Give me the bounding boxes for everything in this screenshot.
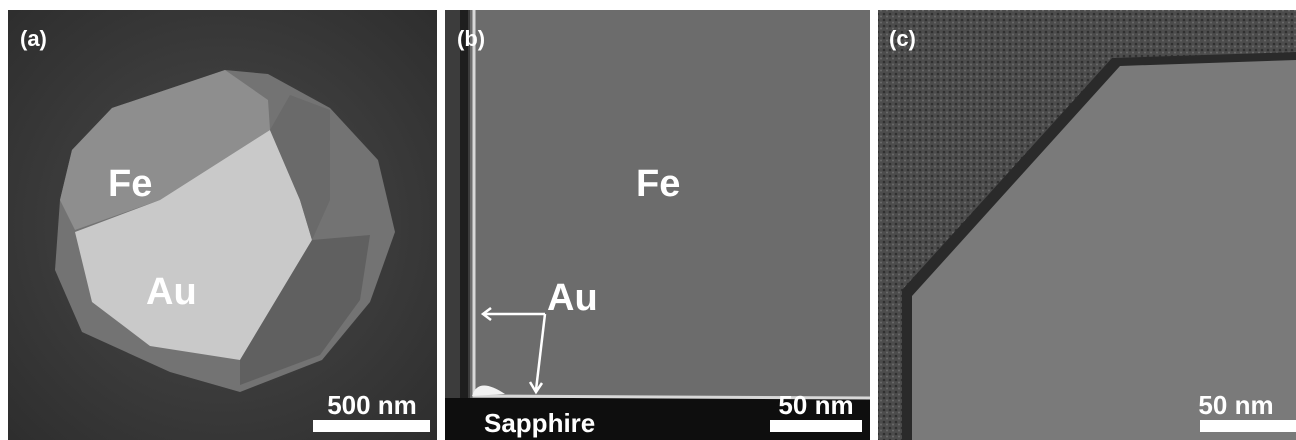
- scale-bar: [313, 420, 430, 432]
- dark-strip: [460, 10, 468, 400]
- figure: (a) Fe Au 500 nm (b) Fe Au Sapphire 50 n…: [0, 0, 1296, 440]
- panel-background: [445, 10, 870, 440]
- annotation: Sapphire: [484, 408, 595, 438]
- annotation: Fe: [636, 163, 680, 205]
- scale-bar: [770, 420, 862, 432]
- scale-bar-label: 500 nm: [327, 390, 417, 420]
- panel-c: (c) 50 nm: [878, 10, 1296, 440]
- panel-label: (c): [889, 26, 916, 51]
- annotation: Au: [547, 277, 598, 319]
- panel-label: (a): [20, 26, 47, 51]
- scale-bar-label: 50 nm: [778, 390, 853, 420]
- annotation: Au: [146, 271, 197, 313]
- scale-bar-label: 50 nm: [1198, 390, 1273, 420]
- panel-b: (b) Fe Au Sapphire 50 nm: [445, 10, 870, 440]
- panel-a: (a) Fe Au 500 nm: [8, 10, 437, 440]
- scale-bar: [1200, 420, 1296, 432]
- annotation: Fe: [108, 163, 152, 205]
- panel-label: (b): [457, 26, 485, 51]
